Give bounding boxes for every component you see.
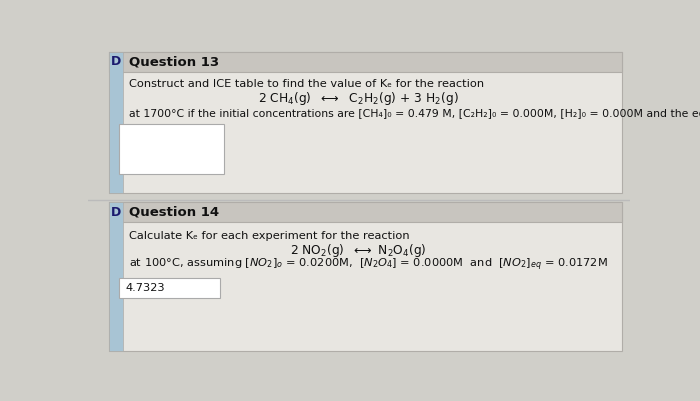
Bar [109,202,622,351]
Text: at 1700°C if the initial concentrations are [CH₄]₀ = 0.479 M, [C₂H₂]₀ = 0.000M, : at 1700°C if the initial concentrations … [130,109,700,119]
Bar [109,52,622,193]
Bar [109,52,123,193]
Text: Calculate Kₑ for each experiment for the reaction: Calculate Kₑ for each experiment for the… [130,231,410,241]
Bar [109,202,123,351]
Text: 2 CH$_4$(g)  $\longleftrightarrow$  C$_2$H$_2$(g) + 3 H$_2$(g): 2 CH$_4$(g) $\longleftrightarrow$ C$_2$H… [258,91,459,107]
Bar [109,52,622,72]
Text: at 100°C, assuming $[NO_2]_o$ = 0.0200M,  $[N_2O_4]$ = 0.0000M  and  $[NO_2]_{eq: at 100°C, assuming $[NO_2]_o$ = 0.0200M,… [130,257,608,273]
Text: Question 14: Question 14 [130,206,220,219]
Text: Construct and ICE table to find the value of Kₑ for the reaction: Construct and ICE table to find the valu… [130,79,484,89]
Bar [109,202,622,222]
Text: 4.7323: 4.7323 [125,283,165,293]
Text: D: D [111,55,121,69]
Bar [119,124,224,174]
Text: 2 NO$_2$(g)  $\longleftrightarrow$ N$_2$O$_4$(g): 2 NO$_2$(g) $\longleftrightarrow$ N$_2$O… [290,242,427,259]
Bar [119,277,220,298]
Text: Question 13: Question 13 [130,55,220,69]
Text: D: D [111,206,121,219]
